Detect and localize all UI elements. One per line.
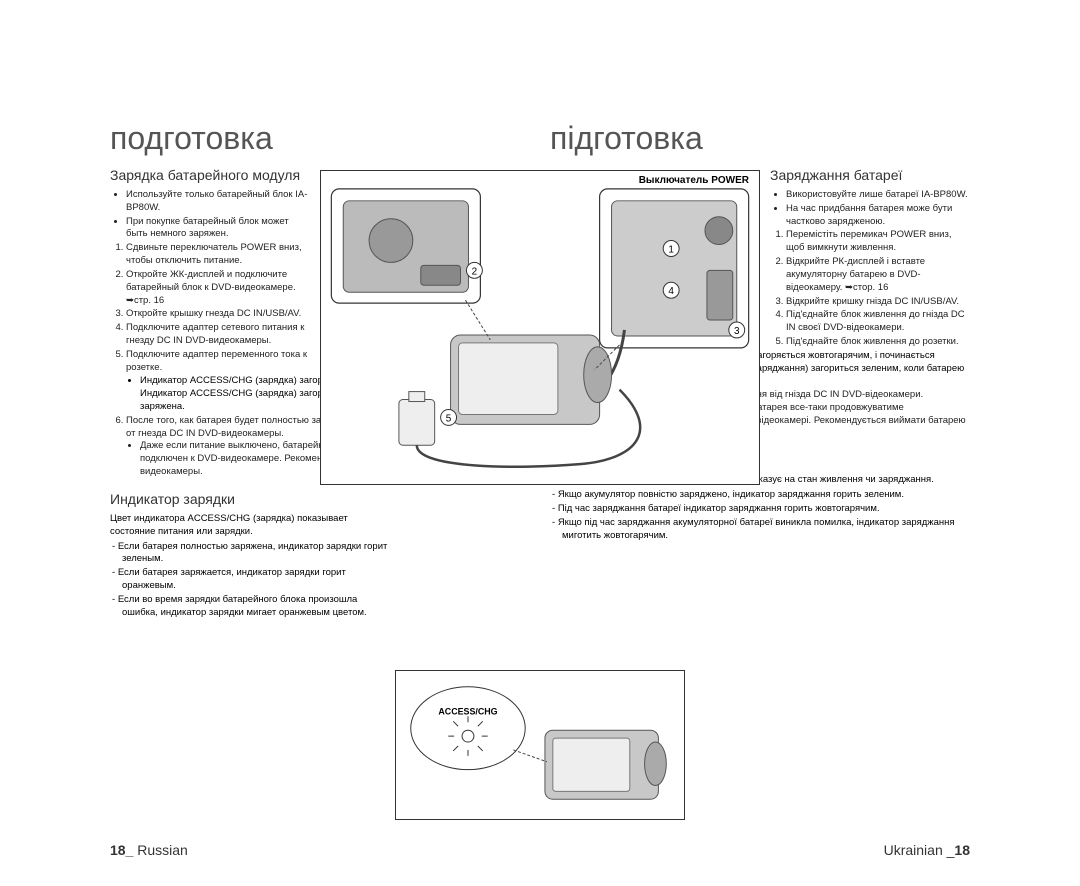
- list-item: При покупке батарейный блок может быть н…: [126, 216, 310, 242]
- footer-left: 18_ Russian: [110, 842, 188, 858]
- list-item: На час придбання батарея може бути частк…: [786, 203, 970, 229]
- list-item: Під'єднайте блок живлення до гнізда DC I…: [786, 309, 970, 335]
- list-item: Під'єднайте блок живлення до розетки.: [786, 336, 970, 349]
- step-text: Відкрийте РК-дисплей і вставте акумулято…: [786, 256, 925, 293]
- list-item: Используйте только батарейный блок IA-BP…: [126, 189, 310, 215]
- lang-left: Russian: [137, 842, 188, 858]
- callout-2: 2: [472, 266, 478, 277]
- ru-indicator-intro: Цвет индикатора ACCESS/CHG (зарядка) пок…: [110, 513, 390, 539]
- list-item: Если во время зарядки батарейного блока …: [122, 594, 390, 620]
- step-text: Під'єднайте блок живлення до розетки.: [786, 336, 959, 347]
- uk-charging-heading: Заряджання батареї: [770, 167, 970, 183]
- charging-diagram: Выключатель POWER 2 1 4 3 5: [320, 170, 760, 485]
- step-text: Сдвиньте переключатель POWER вниз, чтобы…: [126, 242, 302, 266]
- indicator-illustration: ACCESS/CHG: [396, 671, 684, 819]
- list-item: Відкрийте кришку гнізда DC IN/USB/AV.: [786, 296, 970, 309]
- lang-right: Ukrainian _: [884, 842, 955, 858]
- ru-narrow-block: Используйте только батарейный блок IA-BP…: [110, 189, 310, 374]
- list-item: Откройте ЖК-дисплей и подключите батарей…: [126, 269, 310, 307]
- ru-indicator-section: Индикатор зарядки Цвет индикатора ACCESS…: [110, 491, 530, 621]
- uk-steps-1to5: Перемістіть перемикач POWER вниз, щоб ви…: [770, 229, 970, 348]
- step-text: Подключите адаптер переменного тока к ро…: [126, 349, 307, 373]
- uk-indicator-list: Якщо акумулятор повністю заряджено, інди…: [550, 489, 970, 542]
- page-number-right: 18: [954, 842, 970, 858]
- ru-pre-bullets: Используйте только батарейный блок IA-BP…: [110, 189, 310, 241]
- callout-4: 4: [668, 286, 674, 297]
- list-item: Если батарея полностью заряжена, индикат…: [122, 541, 390, 567]
- list-item: Подключите адаптер сетевого питания к гн…: [126, 322, 310, 348]
- list-item: Якщо акумулятор повністю заряджено, інди…: [562, 489, 970, 502]
- list-item: Відкрийте РК-дисплей і вставте акумулято…: [786, 256, 970, 294]
- list-item: Під час заряджання батареї індикатор зар…: [562, 503, 970, 516]
- callout-3: 3: [734, 326, 740, 337]
- diagram-illustration: 2 1 4 3 5: [321, 171, 759, 484]
- step-text: Відкрийте кришку гнізда DC IN/USB/AV.: [786, 296, 959, 307]
- indicator-diagram: ACCESS/CHG: [395, 670, 685, 820]
- access-chg-label: ACCESS/CHG: [438, 706, 497, 716]
- list-item: Використовуйте лише батареї IA-BP80W.: [786, 189, 970, 202]
- uk-pre-bullets: Використовуйте лише батареї IA-BP80W. На…: [770, 189, 970, 228]
- ru-title: подготовка: [110, 120, 530, 157]
- step-text: Перемістіть перемикач POWER вниз, щоб ви…: [786, 229, 951, 253]
- list-item: Якщо під час заряджання акумуляторної ба…: [562, 517, 970, 543]
- ru-charging-heading: Зарядка батарейного модуля: [110, 167, 310, 183]
- ru-indicator-list: Если батарея полностью заряжена, индикат…: [110, 541, 390, 620]
- list-item: Откройте крышку гнезда DC IN/USB/AV.: [126, 308, 310, 321]
- page-number-left: 18_: [110, 842, 137, 858]
- ru-steps-1to5: Сдвиньте переключатель POWER вниз, чтобы…: [110, 242, 310, 374]
- list-item: Подключите адаптер переменного тока к ро…: [126, 349, 310, 375]
- uk-title: підготовка: [550, 120, 970, 157]
- list-item: Перемістіть перемикач POWER вниз, щоб ви…: [786, 229, 970, 255]
- list-item: Если батарея заряжается, индикатор заряд…: [122, 567, 390, 593]
- uk-narrow-block: Заряджання батареї Використовуйте лише б…: [770, 167, 970, 349]
- step-text: Откройте ЖК-дисплей и подключите батарей…: [126, 269, 296, 306]
- power-switch-label: Выключатель POWER: [639, 175, 749, 186]
- list-item: Сдвиньте переключатель POWER вниз, чтобы…: [126, 242, 310, 268]
- footer-right: Ukrainian _18: [884, 842, 970, 858]
- page-footer: 18_ Russian Ukrainian _18: [110, 842, 970, 858]
- callout-5: 5: [446, 413, 452, 424]
- step-text: Откройте крышку гнезда DC IN/USB/AV.: [126, 308, 301, 319]
- step-text: Подключите адаптер сетевого питания к гн…: [126, 322, 304, 346]
- ru-indicator-heading: Индикатор зарядки: [110, 491, 530, 507]
- step-text: Під'єднайте блок живлення до гнізда DC I…: [786, 309, 965, 333]
- callout-1: 1: [668, 244, 674, 255]
